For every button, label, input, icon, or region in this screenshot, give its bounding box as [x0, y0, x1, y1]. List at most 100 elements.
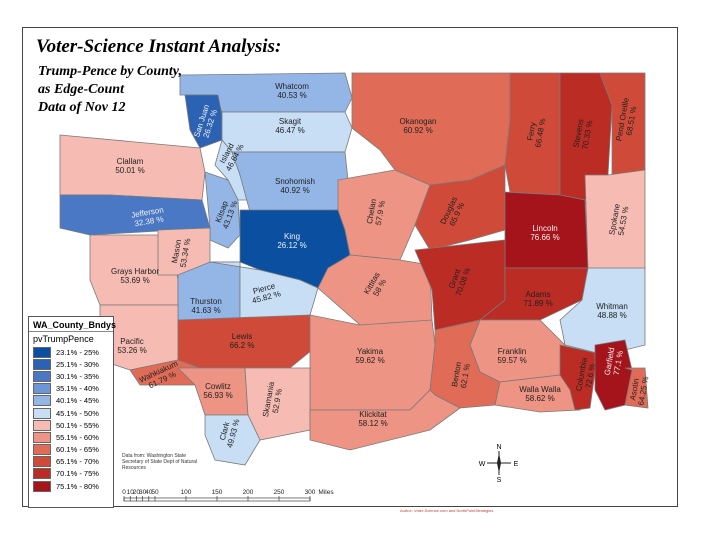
county-asotin[interactable] [624, 367, 649, 409]
legend-label: 35.1% - 40% [56, 384, 99, 394]
legend-item: 40.1% - 45% [29, 395, 113, 407]
county-pct-label: 48.88 % [597, 311, 626, 320]
county-pct-label: 58.62 % [525, 394, 554, 403]
county-name-label: Pacific [120, 337, 144, 346]
legend-label: 60.1% - 65% [56, 445, 99, 455]
compass-s: S [497, 477, 502, 483]
legend-swatch [33, 370, 51, 382]
county-pct-label: 77.1 % [612, 350, 625, 376]
legend-swatch [33, 456, 51, 468]
county-name-label: Adams [526, 290, 551, 299]
county-garfield[interactable] [594, 339, 633, 411]
legend-swatch [33, 419, 51, 431]
county-name-label: Grays Harbor [111, 267, 159, 276]
county-pct-label: 72.6 % [584, 363, 597, 389]
county-pct-label: 40.92 % [280, 186, 309, 195]
legend-label: 70.1% - 75% [56, 469, 99, 479]
scale-tick-label: 30 [139, 489, 147, 496]
legend-label: 50.1% - 55% [56, 420, 99, 430]
source-note: Data from: Washington State Secretary of… [122, 453, 198, 471]
county-name-label: Asotin [628, 378, 641, 401]
legend-swatch [33, 431, 51, 443]
compass-n: N [496, 444, 501, 451]
scale-tick-label: 300 [305, 489, 316, 496]
scale-tick-label: 10 [127, 489, 135, 496]
legend-label: 45.1% - 50% [56, 408, 99, 418]
footer-credit: Author: Voter-Science.com and NorthPoint… [400, 508, 494, 513]
county-name-label: Klickitat [359, 410, 387, 419]
legend-label: 25.1% - 30% [56, 359, 99, 369]
legend-swatch [33, 468, 51, 480]
county-name-label: Chelan [365, 198, 378, 225]
county-pct-label: 26.12 % [277, 241, 306, 250]
county-pct-label: 58.12 % [358, 419, 387, 428]
legend-label: 65.1% - 70% [56, 457, 99, 467]
legend-item: 55.1% - 60% [29, 431, 113, 443]
county-pct-label: 60.92 % [403, 126, 432, 135]
scale-tick-label: 100 [181, 489, 192, 496]
compass-w: W [479, 461, 486, 468]
county-name-label: King [284, 232, 300, 241]
scale-tick-label: 0 [122, 489, 126, 496]
county-pct-label: 59.62 % [355, 356, 384, 365]
county-name-label: Cowlitz [205, 382, 231, 391]
county-name-label: Clallam [117, 157, 144, 166]
scale-tick-label: 200 [243, 489, 254, 496]
county-pct-label: 59.57 % [497, 356, 526, 365]
county-pct-label: 71.89 % [523, 299, 552, 308]
county-name-label: Whatcom [275, 82, 309, 91]
legend-item: 45.1% - 50% [29, 407, 113, 419]
county-name-label: Walla Walla [519, 385, 561, 394]
legend-swatch [33, 480, 51, 492]
county-name-label: Yakima [357, 347, 384, 356]
county-name-label: Snohomish [275, 177, 315, 186]
county-name-label: Lewis [232, 332, 252, 341]
legend-item: 50.1% - 55% [29, 419, 113, 431]
county-name-label: Okanogan [400, 117, 437, 126]
county-name-label: Whitman [596, 302, 628, 311]
county-douglas[interactable] [414, 164, 506, 251]
county-pct-label: 66.2 % [230, 341, 255, 350]
legend-label: 55.1% - 60% [56, 432, 99, 442]
legend-item: 25.1% - 30% [29, 358, 113, 370]
county-name-label: Benton [450, 361, 463, 388]
county-pct-label: 50.01 % [115, 166, 144, 175]
legend-title: WA_County_Bndys [29, 317, 116, 332]
legend-label: 75.1% - 80% [56, 481, 99, 491]
county-pct-label: 46.47 % [275, 126, 304, 135]
legend-field: pvTrumpPence [33, 334, 94, 344]
scale-tick-label: 40 [145, 489, 153, 496]
county-name-label: Thurston [190, 297, 222, 306]
county-name-label: Franklin [498, 347, 526, 356]
map-subtitle-line-3: Data of Nov 12 [38, 100, 126, 115]
county-pct-label: 53.69 % [120, 276, 149, 285]
county-pct-label: 57.9 % [374, 200, 387, 226]
map-title: Voter-Science Instant Analysis: [36, 36, 282, 57]
scale-tick-label: 50 [151, 489, 159, 496]
north-arrow-icon: N S E W [479, 444, 519, 483]
county-whitman[interactable] [559, 267, 646, 356]
legend-item: 23.1% - 25% [29, 346, 113, 358]
map-subtitle-line-2: as Edge-Count [38, 82, 124, 97]
legend-swatch [33, 444, 51, 456]
county-name-label: Mason [170, 239, 183, 264]
legend-item: 60.1% - 65% [29, 444, 113, 456]
legend-label: 23.1% - 25% [56, 347, 99, 357]
county-pct-label: 76.66 % [530, 233, 559, 242]
county-pct-label: 53.26 % [117, 346, 146, 355]
county-klickitat[interactable] [309, 389, 461, 451]
county-spokane[interactable] [584, 169, 646, 271]
county-pct-label: 62.1 % [459, 363, 472, 389]
scale-unit-label: Miles [318, 489, 334, 496]
scale-tick-label: 150 [212, 489, 223, 496]
legend-label: 30.1% - 35% [56, 371, 99, 381]
legend-item: 70.1% - 75% [29, 468, 113, 480]
scale-tick-label: 20 [133, 489, 141, 496]
county-clark[interactable] [204, 414, 261, 466]
legend-swatch [33, 395, 51, 407]
legend-swatch [33, 346, 51, 358]
legend-item: 65.1% - 70% [29, 456, 113, 468]
county-name-label: Lincoln [532, 224, 557, 233]
